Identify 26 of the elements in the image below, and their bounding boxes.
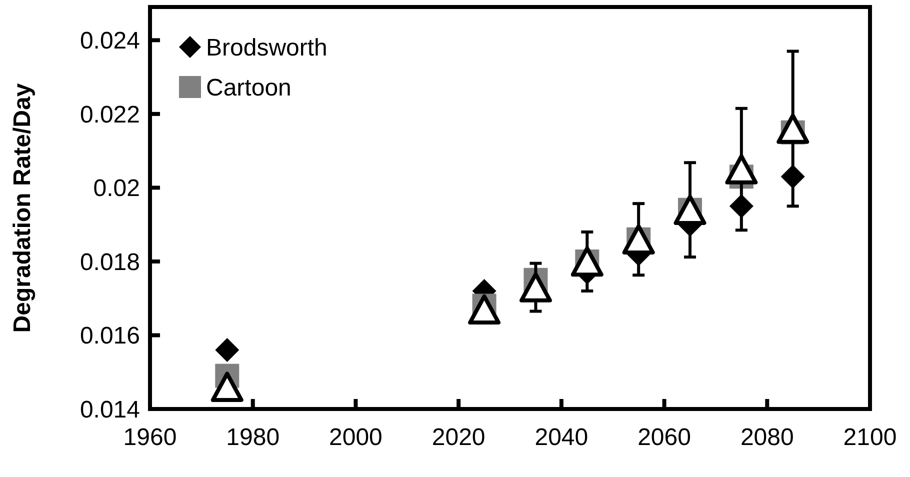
point bbox=[519, 272, 552, 302]
point bbox=[622, 224, 655, 254]
y-tick-label: 0.014 bbox=[80, 396, 140, 424]
point bbox=[215, 338, 240, 362]
point bbox=[468, 294, 501, 325]
y-tick-label: 0.018 bbox=[80, 248, 140, 276]
point bbox=[674, 194, 706, 225]
point bbox=[776, 114, 810, 144]
x-tick-label: 2000 bbox=[329, 424, 382, 451]
y-tick-label: 0.016 bbox=[80, 322, 140, 350]
x-tick-label: 2100 bbox=[843, 424, 897, 451]
x-tick-label: 2040 bbox=[534, 424, 588, 451]
x-tick-label: 2020 bbox=[432, 424, 486, 451]
y-tick-label: 0.022 bbox=[80, 101, 140, 128]
point bbox=[570, 246, 604, 277]
y-tick-label: 0.024 bbox=[80, 28, 140, 55]
x-tick-label: 2080 bbox=[740, 424, 794, 451]
x-tick-label: 1960 bbox=[123, 424, 177, 451]
point bbox=[210, 372, 244, 402]
legend-label: Cartoon bbox=[206, 74, 292, 102]
y-tick-label: 0.02 bbox=[93, 175, 140, 202]
y-axis-title: Degradation Rate/Day bbox=[9, 82, 36, 333]
x-tick-label: 1980 bbox=[226, 424, 280, 451]
x-tick-label: 2060 bbox=[638, 424, 691, 451]
legend-label: Brodsworth bbox=[206, 34, 328, 62]
point bbox=[725, 154, 758, 184]
